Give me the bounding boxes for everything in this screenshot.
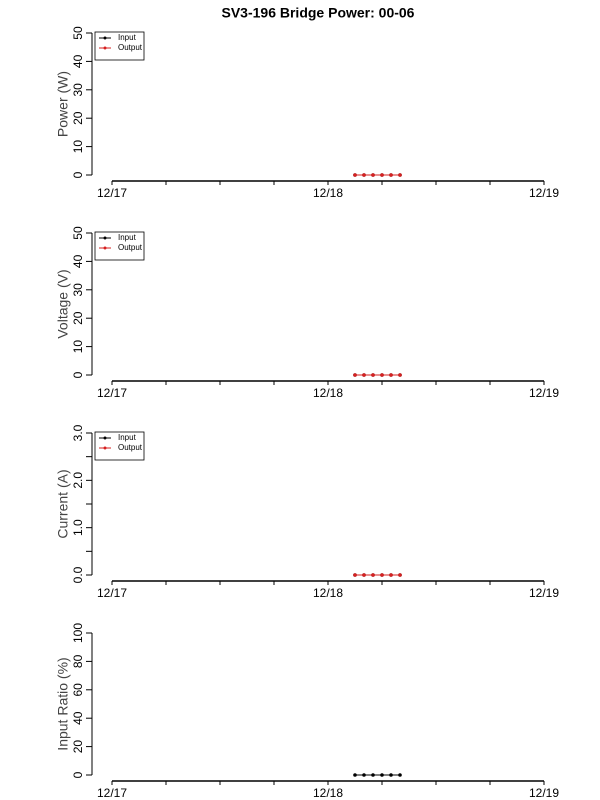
legend-label: Input	[118, 233, 137, 242]
data-point	[380, 573, 384, 577]
data-point	[398, 773, 402, 777]
y-tick-label: 30	[71, 283, 85, 297]
y-tick-label: 0	[71, 171, 85, 178]
data-point	[371, 773, 375, 777]
data-point	[353, 173, 357, 177]
data-point	[362, 173, 366, 177]
y-axis-label: Input Ratio (%)	[55, 657, 71, 750]
y-tick-label: 50	[71, 226, 85, 240]
y-tick-label: 30	[71, 83, 85, 97]
data-point	[371, 173, 375, 177]
x-tick-label: 12/19	[529, 786, 559, 800]
legend-marker	[103, 446, 107, 450]
x-tick-label: 12/17	[97, 786, 127, 800]
legend-label: Output	[118, 243, 143, 252]
y-tick-label: 20	[71, 311, 85, 325]
data-point	[398, 173, 402, 177]
legend-marker	[103, 46, 107, 50]
x-tick-label: 12/19	[529, 586, 559, 600]
data-point	[371, 573, 375, 577]
legend-label: Output	[118, 443, 143, 452]
data-point	[353, 773, 357, 777]
legend-marker	[103, 236, 107, 240]
x-tick-label: 12/18	[313, 586, 343, 600]
y-tick-label: 10	[71, 140, 85, 154]
y-tick-label: 50	[71, 26, 85, 40]
y-tick-label: 10	[71, 340, 85, 354]
data-point	[353, 373, 357, 377]
y-tick-label: 40	[71, 254, 85, 268]
y-tick-label: 2.0	[71, 472, 85, 489]
data-point	[380, 773, 384, 777]
x-tick-label: 12/19	[529, 186, 559, 200]
y-tick-label: 60	[71, 683, 85, 697]
data-point	[389, 773, 393, 777]
data-point	[380, 173, 384, 177]
legend-label: Input	[118, 33, 137, 42]
legend-box	[94, 431, 145, 461]
data-point	[389, 173, 393, 177]
y-tick-label: 0.0	[71, 566, 85, 583]
legend-marker	[103, 436, 107, 440]
data-point	[398, 573, 402, 577]
y-tick-label: 20	[71, 111, 85, 125]
x-tick-label: 12/17	[97, 186, 127, 200]
legend-label: Input	[118, 433, 137, 442]
data-point	[362, 573, 366, 577]
data-point	[398, 373, 402, 377]
y-axis-label: Current (A)	[55, 469, 71, 538]
y-tick-label: 40	[71, 711, 85, 725]
y-tick-label: 40	[71, 54, 85, 68]
x-tick-label: 12/18	[313, 786, 343, 800]
y-tick-label: 0	[71, 771, 85, 778]
legend-box	[94, 231, 145, 261]
x-tick-label: 12/19	[529, 386, 559, 400]
legend-marker	[103, 246, 107, 250]
legend-label: Output	[118, 43, 143, 52]
data-point	[380, 373, 384, 377]
y-axis-label: Voltage (V)	[55, 269, 71, 338]
legend-marker	[103, 36, 107, 40]
legend-box	[94, 31, 145, 61]
chart-title: SV3-196 Bridge Power: 00-06	[222, 5, 415, 21]
data-point	[353, 573, 357, 577]
y-axis-label: Power (W)	[55, 71, 71, 137]
y-tick-label: 100	[71, 623, 85, 643]
x-tick-label: 12/18	[313, 186, 343, 200]
data-point	[371, 373, 375, 377]
y-tick-label: 0	[71, 371, 85, 378]
x-tick-label: 12/17	[97, 586, 127, 600]
data-point	[362, 773, 366, 777]
data-point	[389, 573, 393, 577]
data-point	[389, 373, 393, 377]
y-tick-label: 3.0	[71, 424, 85, 441]
y-tick-label: 1.0	[71, 519, 85, 536]
y-tick-label: 20	[71, 740, 85, 754]
y-tick-label: 80	[71, 654, 85, 668]
x-tick-label: 12/17	[97, 386, 127, 400]
x-tick-label: 12/18	[313, 386, 343, 400]
data-point	[362, 373, 366, 377]
